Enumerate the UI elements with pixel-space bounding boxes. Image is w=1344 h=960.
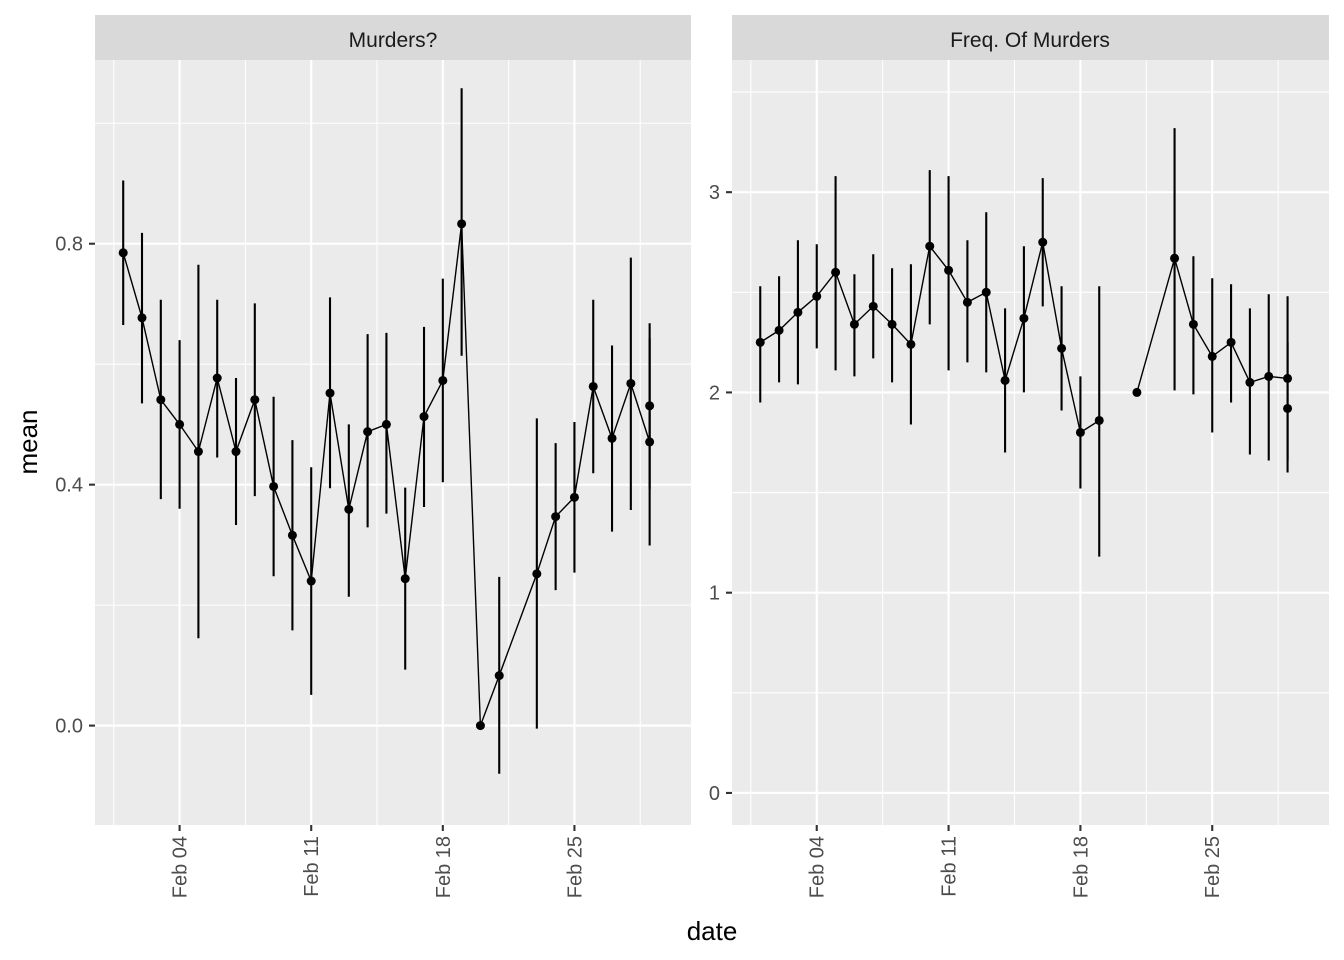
y-tick-label: 2 <box>709 382 720 404</box>
data-point <box>1038 237 1048 247</box>
data-point <box>325 388 335 398</box>
data-point <box>419 412 429 422</box>
data-point <box>193 447 203 457</box>
x-tick-label: Feb 18 <box>1070 836 1092 898</box>
x-tick-label: Feb 04 <box>807 836 829 898</box>
data-point <box>1019 313 1029 323</box>
data-point <box>156 395 166 405</box>
x-axis: Feb 04 Feb 11 Feb 18 Feb 25 <box>807 825 1224 898</box>
x-axis-title: date <box>687 916 738 946</box>
strip-label: Freq. Of Murders <box>950 29 1110 52</box>
panel-background <box>95 60 691 825</box>
data-point <box>793 307 803 317</box>
data-point <box>287 530 297 540</box>
panel-background <box>732 60 1329 825</box>
x-tick-label: Feb 04 <box>170 836 192 898</box>
data-series <box>118 88 655 774</box>
data-point <box>1075 427 1085 437</box>
data-point <box>774 325 784 335</box>
strip-label: Murders? <box>349 29 438 52</box>
data-point <box>607 433 617 443</box>
data-point <box>438 375 448 385</box>
data-point <box>906 339 916 349</box>
data-point <box>212 373 222 383</box>
data-point <box>831 267 841 277</box>
data-point <box>981 287 991 297</box>
data-point <box>755 337 765 347</box>
y-axis-title: mean <box>13 409 43 474</box>
data-point <box>1000 375 1010 385</box>
data-point <box>231 447 241 457</box>
data-point <box>962 297 972 307</box>
y-tick-label: 0.8 <box>55 234 83 256</box>
data-point <box>887 319 897 329</box>
data-point <box>532 569 542 579</box>
data-point <box>1264 371 1274 381</box>
data-point <box>250 395 260 405</box>
y-tick-label: 0.0 <box>55 716 83 738</box>
data-point <box>645 437 655 447</box>
data-point <box>626 378 636 388</box>
data-point <box>1226 337 1236 347</box>
x-tick-label: Feb 25 <box>1202 836 1224 898</box>
strip-background <box>95 15 691 60</box>
data-point <box>868 301 878 311</box>
data-point <box>849 319 859 329</box>
data-point <box>1283 373 1293 383</box>
data-point <box>1207 351 1217 361</box>
x-axis: Feb 04 Feb 11 Feb 18 Feb 25 <box>170 825 586 898</box>
data-point <box>118 248 128 258</box>
data-point <box>137 313 147 323</box>
data-point <box>363 427 373 437</box>
data-point <box>344 504 354 514</box>
data-series <box>755 128 1293 557</box>
data-point <box>381 419 391 429</box>
data-point <box>551 512 561 522</box>
data-point <box>457 219 467 229</box>
data-point <box>925 241 935 251</box>
y-tick-label: 0 <box>709 783 720 805</box>
x-tick-label: Feb 18 <box>433 836 455 898</box>
data-point <box>1057 343 1067 353</box>
data-point <box>475 721 485 731</box>
data-point <box>645 401 655 411</box>
y-axis: 0 1 2 3 <box>709 182 732 805</box>
data-point <box>269 481 279 491</box>
x-tick-label: Feb 25 <box>564 836 586 898</box>
data-point <box>1094 415 1104 425</box>
panel-freq-of-murders: Freq. Of Murders 0 1 2 3 Feb 04 Feb 11 Feb 18… <box>709 15 1329 898</box>
data-point <box>1188 319 1198 329</box>
data-point <box>812 291 822 301</box>
data-point <box>588 381 598 391</box>
data-point <box>1132 387 1142 397</box>
data-point <box>1170 253 1180 263</box>
data-point <box>944 265 954 275</box>
data-point <box>400 574 410 584</box>
y-tick-label: 3 <box>709 182 720 204</box>
x-tick-label: Feb 11 <box>939 836 961 897</box>
x-tick-label: Feb 11 <box>301 836 323 897</box>
strip-background <box>732 15 1329 60</box>
y-axis: 0.0 0.4 0.8 <box>55 234 95 738</box>
data-point <box>306 576 316 586</box>
data-point <box>175 419 185 429</box>
data-point <box>1245 377 1255 387</box>
y-tick-label: 1 <box>709 583 720 605</box>
panel-murders: Murders? 0.00.40.8 Feb 04 Feb 11 Feb 18 Feb… <box>55 15 691 898</box>
data-point <box>494 671 504 681</box>
data-point <box>1283 403 1293 413</box>
y-tick-label: 0.4 <box>55 475 83 497</box>
data-point <box>569 492 579 502</box>
